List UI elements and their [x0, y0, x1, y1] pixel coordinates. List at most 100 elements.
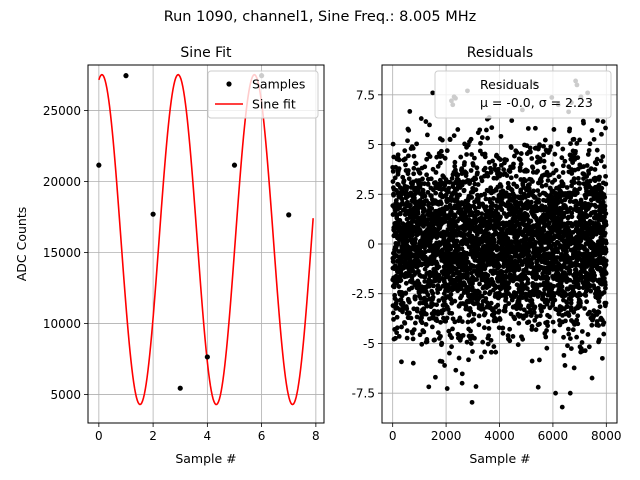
residuals-ticks: 0 2000 4000 6000 8000 -7.5 -5 -2.5 0 2.5 5 7.5 [352, 88, 622, 443]
residual-point [552, 297, 558, 303]
residual-point [577, 137, 583, 143]
residual-point [541, 143, 546, 149]
residual-point [513, 173, 519, 179]
residual-point [396, 334, 402, 339]
residual-point [517, 168, 523, 173]
sine-fit-grid [88, 65, 324, 423]
residual-point [499, 207, 505, 213]
residual-point [603, 262, 609, 268]
residual-point [586, 344, 592, 350]
residuals-y-tick-label: -7.5 [352, 387, 375, 401]
residual-point [435, 330, 441, 336]
residual-point [515, 342, 521, 348]
residual-point [594, 156, 600, 162]
residual-point [567, 277, 573, 283]
residual-point [473, 384, 479, 389]
sample-point [96, 162, 102, 168]
residual-point [567, 268, 573, 273]
residual-point [430, 294, 436, 300]
residual-point [393, 335, 398, 341]
residual-point [488, 337, 494, 343]
residual-point [507, 169, 513, 175]
residual-point [564, 185, 570, 190]
sine-fit-panel: Sine Fit 0 2 4 6 8 5000 10000 15000 20000 25000 S… [14, 45, 325, 466]
sine-fit-y-tick-label: 10000 [43, 317, 81, 331]
residual-point [575, 175, 581, 181]
residual-point [584, 248, 590, 253]
residual-point [429, 205, 435, 211]
residual-point [430, 90, 436, 96]
residual-point [510, 165, 516, 170]
residual-point [438, 201, 444, 207]
residual-point [592, 273, 598, 278]
residuals-legend: Residuals μ = -0.0, σ = 2.23 [434, 70, 612, 119]
residual-point [441, 307, 447, 313]
residual-point [601, 290, 607, 295]
residual-point [528, 218, 534, 224]
sine-fit-legend-box [207, 70, 319, 119]
residual-point [483, 204, 489, 210]
residual-point [575, 155, 581, 161]
residual-point [395, 152, 401, 158]
residual-point [466, 357, 471, 363]
residual-point [482, 192, 488, 197]
residual-point [537, 357, 542, 363]
residual-point [538, 178, 544, 184]
residual-point [491, 310, 497, 316]
residual-point [452, 159, 458, 165]
residual-point [481, 325, 487, 331]
residuals-y-tick-label: -2.5 [352, 287, 375, 301]
residual-point [541, 228, 547, 234]
residual-point [410, 360, 416, 366]
sine-fit-x-axis-label: Sample # [175, 451, 236, 466]
residual-point [420, 187, 426, 193]
residual-point [547, 220, 552, 226]
residual-point [446, 284, 452, 290]
residual-point [488, 185, 494, 191]
residual-point [435, 290, 441, 295]
residuals-y-tick-label: 2.5 [356, 188, 375, 202]
residual-point [566, 313, 572, 318]
residual-point [485, 319, 491, 324]
residual-point [528, 149, 533, 155]
residual-point [425, 292, 431, 298]
residual-point [600, 154, 606, 159]
residual-point [402, 320, 408, 326]
residual-point [399, 324, 404, 330]
residual-point [405, 168, 411, 173]
residual-point [603, 222, 609, 228]
residuals-y-tick-label: 5 [367, 138, 375, 152]
residual-point [469, 152, 474, 157]
residual-point [404, 306, 410, 312]
residual-point [390, 212, 396, 217]
residual-point [486, 281, 492, 287]
residual-point [415, 211, 421, 217]
residual-point [516, 320, 522, 326]
residuals-y-tick-label: -5 [363, 337, 375, 351]
residual-point [541, 304, 547, 310]
residual-point [592, 167, 598, 172]
residual-point [410, 145, 416, 151]
residual-point [480, 306, 486, 312]
legend-label-sine-fit: Sine fit [252, 97, 296, 112]
residual-point [560, 163, 566, 169]
residual-point [603, 240, 609, 246]
sine-fit-x-tick-label: 2 [149, 429, 157, 443]
residual-point [600, 199, 606, 205]
residual-point [565, 304, 570, 310]
residual-point [390, 310, 396, 316]
residual-point [525, 213, 530, 219]
residual-point [568, 300, 574, 306]
residual-point [518, 161, 524, 167]
residual-point [577, 181, 583, 186]
residual-point [459, 371, 465, 377]
sine-fit-ticks: 0 2 4 6 8 5000 10000 15000 20000 25000 [43, 104, 320, 443]
residual-point [436, 272, 442, 278]
residual-point [407, 299, 412, 305]
residual-point [399, 293, 405, 299]
residual-point [458, 154, 464, 160]
residual-point [603, 125, 608, 131]
residual-point [430, 166, 436, 172]
residual-point [448, 292, 454, 297]
